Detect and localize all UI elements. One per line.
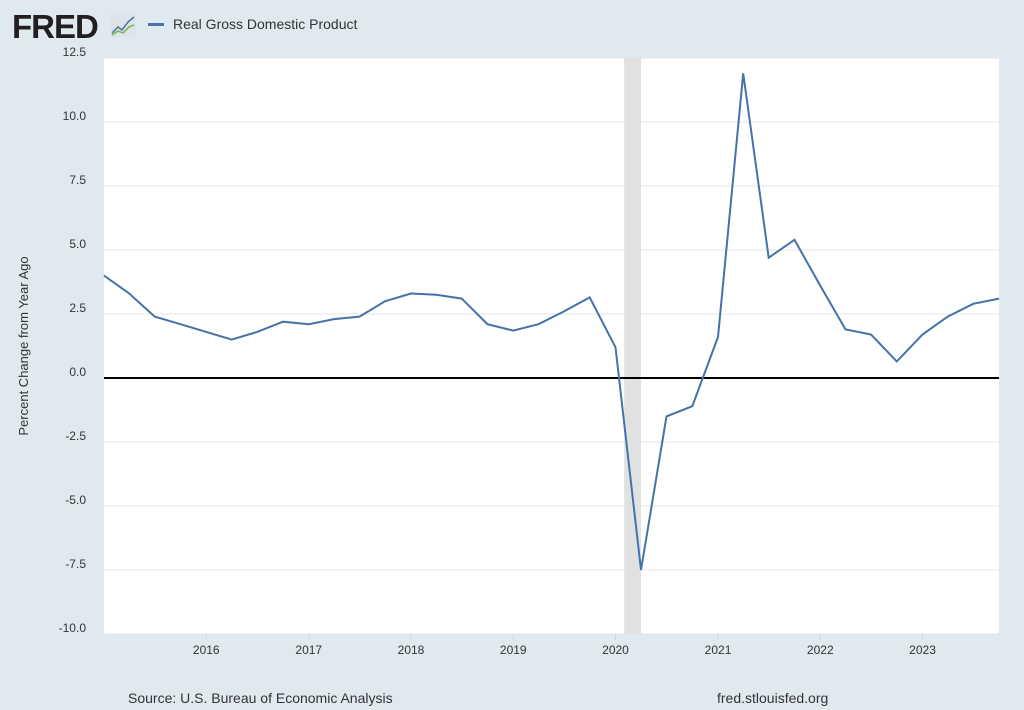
source-text: Source: U.S. Bureau of Economic Analysis <box>128 690 393 706</box>
x-tick-label: 2019 <box>500 643 527 657</box>
x-tick-label: 2022 <box>807 643 834 657</box>
legend-label: Real Gross Domestic Product <box>173 16 358 32</box>
x-tick-label: 2016 <box>193 643 220 657</box>
y-tick-label: -10.0 <box>59 621 87 635</box>
y-tick-label: 12.5 <box>63 45 87 59</box>
fred-logo[interactable]: FRED <box>12 8 99 45</box>
y-tick-label: 10.0 <box>63 109 87 123</box>
y-tick-label: -5.0 <box>65 493 86 507</box>
y-tick-label: 0.0 <box>69 365 86 379</box>
legend-swatch <box>148 22 164 26</box>
y-tick-label: 2.5 <box>69 301 86 315</box>
y-tick-label: 7.5 <box>69 173 86 187</box>
x-tick-label: 2021 <box>705 643 732 657</box>
y-tick-label: -2.5 <box>65 429 86 443</box>
x-tick-label: 2020 <box>602 643 629 657</box>
plot-area <box>104 58 999 634</box>
y-tick-label: 5.0 <box>69 237 86 251</box>
x-tick-label: 2017 <box>295 643 322 657</box>
x-tick-label: 2023 <box>909 643 936 657</box>
x-tick-label: 2018 <box>398 643 425 657</box>
fred-url[interactable]: fred.stlouisfed.org <box>717 690 829 706</box>
y-tick-label: -7.5 <box>65 557 86 571</box>
legend: Real Gross Domestic Product <box>148 16 357 32</box>
recession-band <box>624 58 641 634</box>
chart-line-icon <box>110 13 136 37</box>
y-axis-label: Percent Change from Year Ago <box>16 256 31 435</box>
series-line <box>103 73 1000 571</box>
